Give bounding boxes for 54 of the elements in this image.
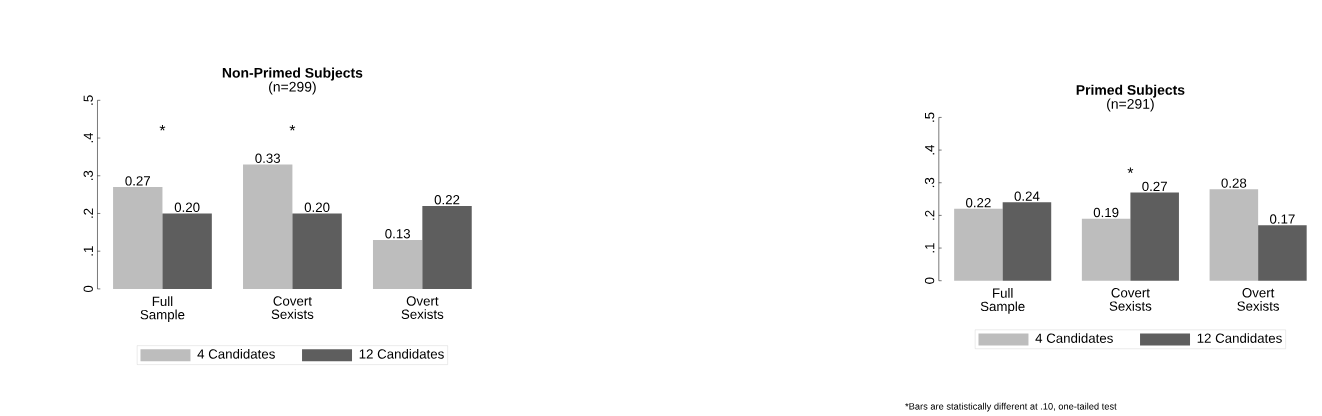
y-tick-label: .3 bbox=[83, 170, 93, 181]
data-label: 0.19 bbox=[1093, 207, 1119, 218]
y-tick-label: .5 bbox=[925, 112, 935, 122]
chart-title: Non-Primed Subjects bbox=[222, 67, 363, 81]
y-tick-label: .2 bbox=[83, 208, 93, 218]
annotation: * bbox=[1127, 167, 1134, 174]
x-tick-label: Overt Sexists bbox=[401, 296, 444, 320]
bar bbox=[243, 164, 293, 289]
x-tick-label: Full Sample bbox=[140, 296, 185, 323]
legend-label: 4 Candidates bbox=[1035, 333, 1113, 343]
y-tick-label: .1 bbox=[83, 246, 93, 256]
legend-label: 4 Candidates bbox=[197, 349, 275, 359]
data-label: 0.17 bbox=[1270, 214, 1295, 224]
data-label: 0.27 bbox=[125, 176, 151, 186]
bar bbox=[162, 213, 212, 289]
bar bbox=[292, 213, 342, 289]
data-label: 0.24 bbox=[1014, 191, 1040, 201]
legend-label: 12 Candidates bbox=[1197, 333, 1282, 343]
x-tick-label: Covert Sexists bbox=[1109, 288, 1152, 311]
x-tick-label: Covert Sexists bbox=[271, 296, 314, 320]
data-label: 0.22 bbox=[966, 198, 991, 208]
annotation: * bbox=[159, 125, 166, 131]
y-tick-label: .3 bbox=[924, 177, 935, 188]
y-tick-label: .1 bbox=[925, 243, 935, 253]
y-tick-label: .5 bbox=[83, 95, 93, 105]
bar bbox=[1002, 202, 1052, 281]
bar bbox=[1209, 189, 1259, 281]
bar bbox=[1258, 225, 1307, 281]
y-tick-label: .4 bbox=[925, 144, 935, 155]
data-label: 0.20 bbox=[174, 202, 200, 213]
data-label: 0.13 bbox=[385, 229, 410, 239]
x-tick-label: Full Sample bbox=[980, 288, 1025, 314]
chart-subtitle: (n=291) bbox=[1107, 98, 1154, 112]
y-tick-label: 0 bbox=[83, 285, 93, 293]
y-tick-label: 0 bbox=[924, 277, 935, 284]
data-label: 0.27 bbox=[1142, 181, 1167, 192]
data-label: 0.28 bbox=[1221, 178, 1247, 188]
bar bbox=[113, 187, 163, 289]
bar bbox=[954, 208, 1003, 281]
data-label: 0.22 bbox=[434, 195, 460, 205]
data-label: 0.33 bbox=[255, 153, 281, 164]
bar bbox=[1130, 192, 1179, 281]
text: *Bars are statistically different at .10, one-tailed test bbox=[905, 402, 1117, 412]
y-tick-label: .4 bbox=[83, 132, 93, 143]
annotation: * bbox=[289, 125, 296, 131]
legend-label: 12 Candidates bbox=[359, 349, 444, 359]
bar bbox=[1081, 218, 1131, 281]
data-label: 0.20 bbox=[304, 202, 330, 213]
bar bbox=[372, 239, 423, 289]
bar bbox=[422, 205, 472, 289]
y-tick-label: .2 bbox=[924, 210, 935, 220]
chart-title: Primed Subjects bbox=[1076, 84, 1185, 98]
x-tick-label: Overt Sexists bbox=[1237, 288, 1280, 311]
chart-subtitle: (n=299) bbox=[269, 81, 316, 95]
